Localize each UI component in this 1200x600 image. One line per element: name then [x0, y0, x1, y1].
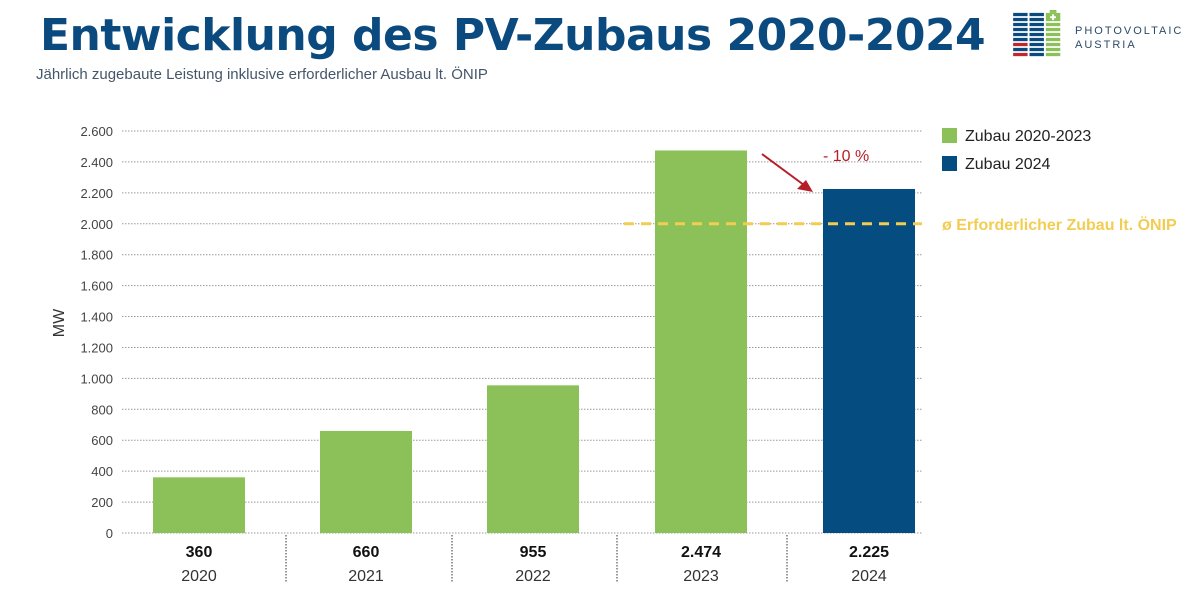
logo-stripe — [1045, 52, 1061, 57]
logo-stripe — [1029, 47, 1044, 52]
y-tick-label: 400 — [91, 464, 113, 479]
y-tick-label: 1.400 — [80, 310, 113, 325]
bar-2021 — [320, 430, 412, 533]
logo-stripe — [1013, 47, 1028, 52]
value-label: 955 — [520, 544, 547, 561]
y-tick-label: 600 — [91, 433, 113, 448]
page-subtitle: Jährlich zugebaute Leistung inklusive er… — [36, 66, 488, 83]
logo-stripe — [1045, 32, 1061, 37]
logo-battery-cap — [1049, 10, 1057, 13]
logo-stripe — [1029, 52, 1044, 57]
logo-stripe — [1029, 32, 1044, 37]
logo-stripe — [1013, 37, 1028, 42]
y-tick-label: 2.600 — [80, 124, 113, 139]
x-tick-label: 2023 — [683, 568, 719, 585]
legend: Zubau 2020-2023 Zubau 2024 ø Erforderliche… — [942, 128, 1177, 234]
y-tick-label: 2.400 — [80, 155, 113, 170]
y-tick-label: 200 — [91, 495, 113, 510]
logo-text-line-2: AUSTRIA — [1075, 39, 1137, 51]
logo-stripe — [1045, 27, 1061, 32]
logo-stripe — [1013, 52, 1028, 57]
arrow-line — [761, 153, 809, 189]
logo-stripe — [1029, 12, 1044, 17]
y-tick-label: 1.600 — [80, 279, 113, 294]
page-title: Entwicklung des PV-Zubaus 2020-2024 — [40, 10, 986, 61]
logo-stripe — [1029, 27, 1044, 32]
photovoltaic-austria-logo — [1013, 10, 1061, 57]
legend-swatch — [942, 128, 957, 143]
y-tick-label: 0 — [106, 526, 113, 541]
logo-text: PHOTOVOLTAIC AUSTRIA — [1075, 24, 1183, 52]
x-tick-label: 2022 — [515, 568, 551, 585]
logo-stripe — [1029, 22, 1044, 27]
y-tick-label: 1.800 — [80, 248, 113, 263]
x-tick-label: 2020 — [181, 568, 217, 585]
value-label: 2.474 — [681, 544, 721, 561]
y-axis-label: MW — [51, 308, 68, 337]
logo-stripe — [1013, 42, 1028, 47]
y-tick-label: 1.000 — [80, 371, 113, 386]
logo-stripe — [1045, 42, 1061, 47]
y-axis-ticks: 0 200 400 600 800 1.000 1.200 1.400 1.600 1.800 2.… — [80, 124, 113, 541]
value-label: 2.225 — [849, 544, 889, 561]
logo-stripe — [1013, 22, 1028, 27]
arrow-head-icon — [797, 180, 813, 192]
logo-stripe — [1013, 27, 1028, 32]
bar-2023 — [655, 150, 747, 533]
logo-stripe — [1029, 37, 1044, 42]
x-tick-label: 2024 — [851, 568, 887, 585]
y-tick-label: 800 — [91, 402, 113, 417]
x-axis-labels: 360 2020 660 2021 955 2022 2.474 2023 2.225 2024 — [181, 544, 889, 585]
bars — [153, 150, 915, 533]
reference-line-label: ø Erforderlicher Zubau lt. ÖNIP — [942, 215, 1177, 234]
logo-text-line-1: PHOTOVOLTAIC — [1075, 25, 1184, 37]
logo-stripe — [1045, 37, 1061, 42]
logo-stripe — [1013, 32, 1028, 37]
logo-stripe — [1013, 12, 1028, 17]
logo-stripe — [1045, 22, 1061, 27]
logo-stripe — [1029, 42, 1044, 47]
y-tick-label: 2.200 — [80, 186, 113, 201]
bar-2024 — [823, 188, 915, 533]
value-label: 360 — [186, 544, 213, 561]
bar-2022 — [487, 385, 579, 533]
legend-label: Zubau 2020-2023 — [965, 128, 1091, 145]
category-dividers — [285, 535, 788, 582]
y-tick-label: 2.000 — [80, 217, 113, 232]
bar-2020 — [153, 477, 245, 533]
value-label: 660 — [353, 544, 380, 561]
x-tick-label: 2021 — [348, 568, 384, 585]
logo-stripe — [1013, 17, 1028, 22]
logo-stripe — [1045, 47, 1061, 52]
legend-label: Zubau 2024 — [965, 156, 1051, 173]
y-tick-label: 1.200 — [80, 340, 113, 355]
logo-stripe — [1029, 17, 1044, 22]
plus-icon — [1050, 16, 1056, 19]
legend-swatch — [942, 156, 957, 171]
annotation: - 10 % — [761, 148, 869, 192]
annotation-label: - 10 % — [823, 148, 869, 165]
